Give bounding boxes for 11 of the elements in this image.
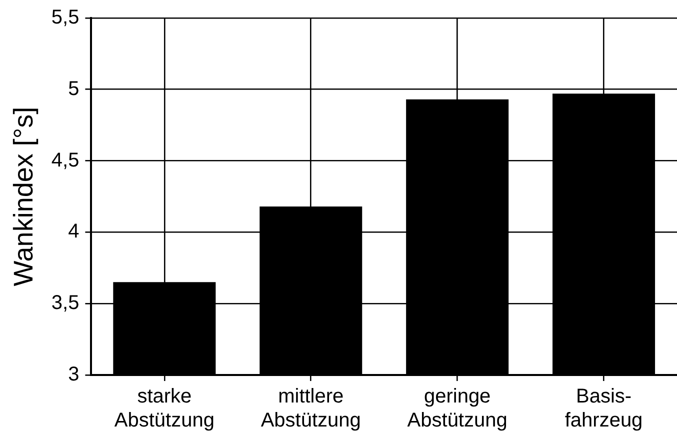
y-tick-label: 5	[68, 78, 80, 100]
x-tick-label: starke Abstützung	[114, 386, 214, 432]
y-tick-label: 3,5	[51, 292, 80, 314]
y-tick-label: 3	[68, 364, 80, 386]
x-tick-label: geringe Abstützung	[407, 386, 508, 432]
y-tick-label: 5,5	[51, 6, 80, 29]
x-tick-label: Basis- fahrzeug	[564, 386, 643, 432]
y-tick-label: 4	[68, 220, 80, 243]
x-tick-label: mittlere Abstützung	[260, 386, 361, 432]
y-axis-title: Wankindex [°s]	[8, 106, 39, 286]
y-tick-label: 4,5	[51, 149, 80, 172]
